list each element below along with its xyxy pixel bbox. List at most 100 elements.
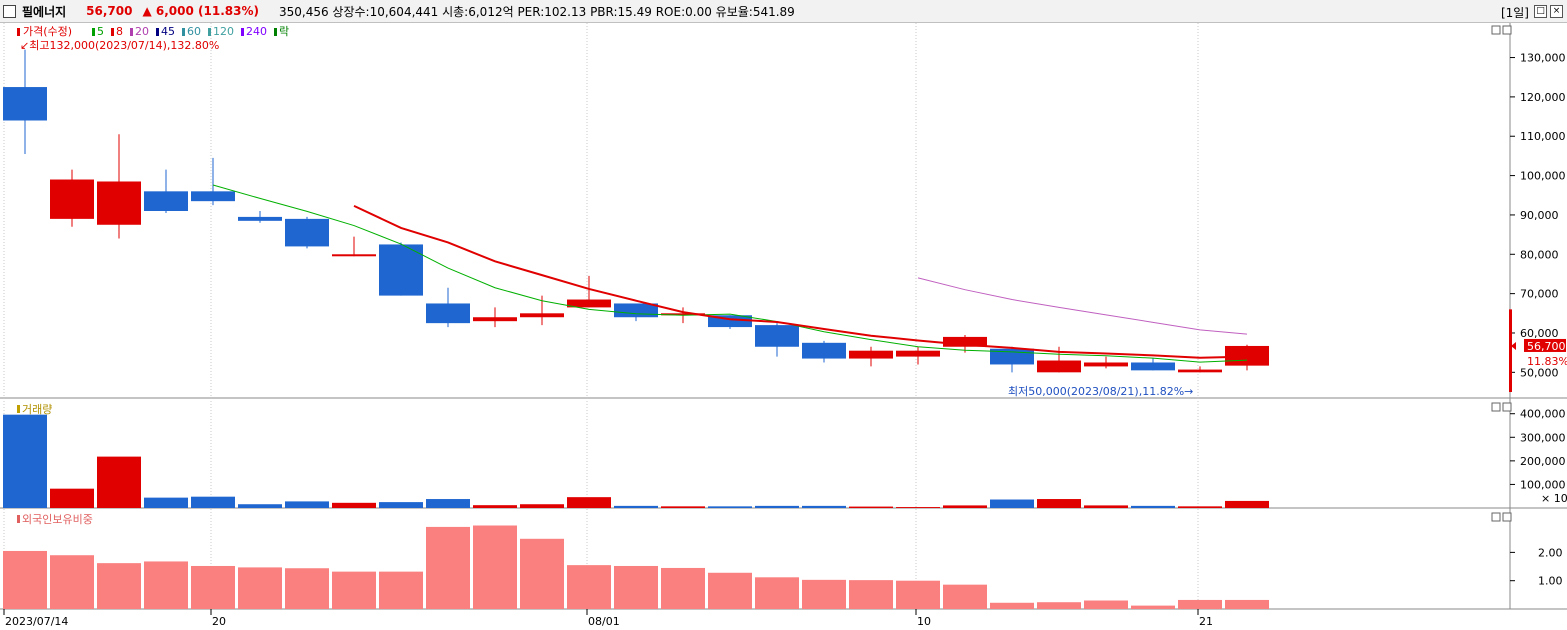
volume-tick-label: 100,000 [1520,478,1566,491]
candle-body [802,342,846,359]
pane-close-icon[interactable] [1502,25,1512,35]
ma-legend-marker [111,28,114,36]
candle-body [1131,362,1175,371]
price-tick-label: 80,000 [1520,248,1559,261]
select-checkbox[interactable] [3,4,16,18]
foreign-bar [849,580,893,609]
candle-body [1037,360,1081,373]
volume-bar [567,497,611,508]
volume-bar [1225,500,1269,508]
last-price-value: 56,700 [1527,340,1566,353]
foreign-bar [896,580,940,609]
pane-close-icon[interactable] [1502,512,1512,522]
candle-body [144,191,188,211]
foreign-bar [708,572,752,609]
price-tick-label: 90,000 [1520,209,1559,222]
volume-unit-label: × 10 [1541,492,1567,505]
close-icon[interactable]: × [1550,5,1563,18]
foreign-bar [802,579,846,609]
pane-maximize-icon[interactable] [1491,512,1501,522]
x-tick-label: 20 [212,615,226,628]
ma-legend-marker [241,28,244,36]
ma-legend-label: 20 [135,25,149,38]
chart-area: 130,000 120,000 110,000 100,000 90,000 80,000… [0,23,1567,628]
x-tick-label: 21 [1199,615,1213,628]
candle-body [285,218,329,247]
foreign-bar [50,555,94,609]
foreign-tick-label: 1.00 [1538,575,1563,588]
foreign-bar [97,563,141,609]
ma-legend-label: 120 [213,25,234,38]
last-price-badge [1524,338,1566,352]
low-annotation: 최저50,000(2023/08/21),11.82%→ [1008,385,1193,398]
last-price-pct: 11.83% [1527,355,1567,368]
candle-body [1084,362,1128,367]
candle-body [567,299,611,308]
candle-body [238,216,282,221]
volume-bar [896,507,940,508]
foreign-bar [755,577,799,609]
price-change: ▲ 6,000 (11.83%) [142,4,259,18]
ma-legend-marker [182,28,185,36]
foreign-bar [473,525,517,609]
candle-body [473,317,517,322]
foreign-bar [520,538,564,609]
ma-legend-marker [156,28,159,36]
maximize-icon[interactable]: □ [1534,5,1547,18]
volume-bar [1178,506,1222,508]
volume-bar [379,502,423,508]
ma20-line [917,277,1248,335]
foreign-bar [1037,602,1081,609]
foreign-bar [379,571,423,609]
volume-bar [3,414,47,508]
right-edge-bar [1509,309,1512,392]
price-tick-label: 70,000 [1520,288,1559,301]
foreign-legend-label: 외국인보유비중 [22,513,93,526]
price-tick-label: 50,000 [1520,366,1559,379]
candle-body [191,191,235,202]
ma-legend-label: 8 [116,25,123,38]
current-price: 56,700 [86,4,133,18]
period-selector[interactable]: [1일] [1500,6,1529,20]
volume-bar [849,506,893,508]
foreign-bar [661,567,705,609]
pane-maximize-icon[interactable] [1491,25,1501,35]
candle-body [520,313,564,318]
volume-bar [943,505,987,508]
price-tick-label: 60,000 [1520,327,1559,340]
candle-body [943,336,987,347]
volume-bar [614,505,658,508]
ma-legend-marker [92,28,95,36]
volume-bar [97,456,141,508]
foreign-bar [567,565,611,609]
foreign-bar [144,561,188,609]
candle-body [426,303,470,324]
ma-legend-label: 240 [246,25,267,38]
last-price-arrow [1511,341,1516,350]
volume-tick-label: 300,000 [1520,431,1566,444]
foreign-bar [943,584,987,609]
pane-maximize-icon[interactable] [1491,402,1501,412]
candle-body [3,87,47,121]
foreign-bar [332,571,376,609]
foreign-bar [1178,599,1222,609]
foreign-bar [238,567,282,609]
volume-legend-marker [17,405,20,413]
x-tick-label: 10 [917,615,931,628]
candle-body [849,350,893,359]
candle-body [332,254,376,257]
candle-body [379,244,423,296]
pane-close-icon[interactable] [1502,402,1512,412]
foreign-bar [285,568,329,609]
volume-bar [1037,499,1081,508]
ma-legend-marker [208,28,211,36]
foreign-bar [3,550,47,609]
x-tick-label: 08/01 [588,615,620,628]
ma-legend-label: 5 [97,25,104,38]
volume-bar [990,499,1034,508]
stock-name: 필에너지 [22,4,67,19]
candle-body [97,181,141,225]
volume-bar [661,506,705,508]
ma-legend-label: 락 [279,25,289,38]
price-tick-label: 120,000 [1520,91,1566,104]
